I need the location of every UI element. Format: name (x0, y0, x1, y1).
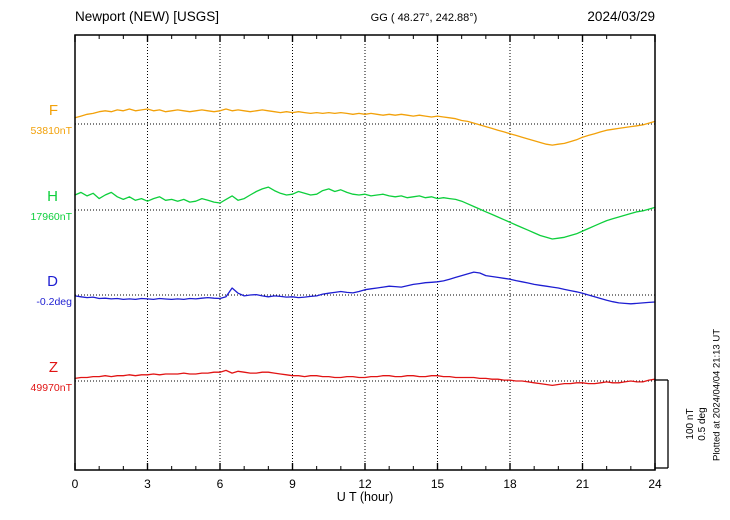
channel-letter-Z: Z (48, 359, 58, 376)
plot-date: 2024/03/29 (587, 9, 655, 24)
channel-letter-F: F (48, 102, 58, 119)
station-title: Newport (NEW) [USGS] (75, 9, 220, 24)
channel-letter-D: D (47, 273, 58, 290)
scale-bar-label-deg: 0.5 deg (697, 407, 708, 441)
channel-baseline-D: -0.2deg (36, 296, 72, 308)
plotted-at-note: Plotted at 2024/04/04 21:13 UT (711, 328, 723, 462)
channel-baseline-H: 17960nT (30, 211, 72, 223)
x-tick-9: 9 (289, 477, 296, 491)
geographic-coords: GG ( 48.27°, 242.88°) (370, 12, 478, 24)
x-tick-3: 3 (144, 477, 151, 491)
scale-bar-label: 100 nT 0.5 deg (685, 407, 709, 440)
channel-baseline-F: 53810nT (30, 125, 72, 137)
channel-baseline-Z: 49970nT (30, 382, 72, 394)
x-tick-0: 0 (71, 477, 79, 491)
x-axis-label: U T (hour) (336, 490, 394, 504)
x-tick-24: 24 (648, 477, 662, 491)
scale-bar-label-nt: 100 nT (685, 408, 696, 440)
channel-letter-H: H (47, 188, 58, 205)
x-tick-6: 6 (216, 477, 224, 491)
x-tick-15: 15 (430, 477, 445, 491)
x-tick-18: 18 (503, 477, 517, 491)
x-tick-21: 21 (575, 477, 590, 491)
x-tick-12: 12 (358, 477, 372, 491)
